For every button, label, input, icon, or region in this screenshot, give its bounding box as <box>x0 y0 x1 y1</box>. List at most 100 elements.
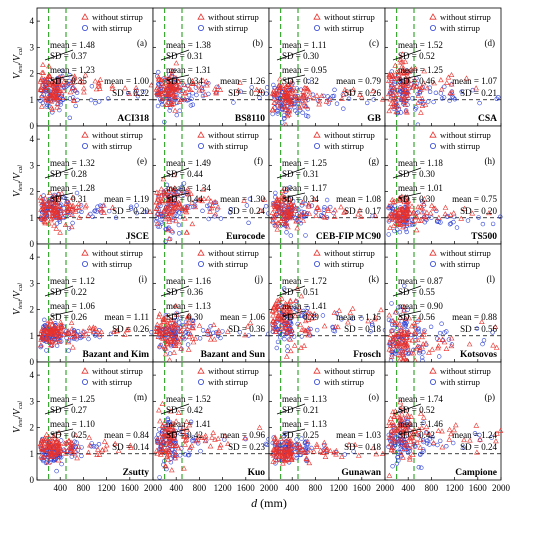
point-without-stirrup <box>161 95 168 101</box>
point-without-stirrup <box>291 93 297 99</box>
point-without-stirrup <box>189 199 195 205</box>
point-without-stirrup <box>64 330 71 336</box>
panel-code-name: Eurocode <box>226 232 265 242</box>
point-without-stirrup <box>283 324 290 330</box>
arrow-without <box>44 49 74 61</box>
point-without-stirrup <box>322 214 328 220</box>
arrow-with <box>166 74 190 81</box>
panel-code-name: Kotsovos <box>460 350 497 360</box>
point-without-stirrup <box>393 89 400 95</box>
stats-with-mean: mean = 1.23 <box>50 65 95 75</box>
point-with-stirrup <box>359 316 364 321</box>
point-without-stirrup <box>426 431 433 437</box>
point-without-stirrup <box>392 75 399 81</box>
point-without-stirrup <box>176 98 183 104</box>
stats-with-mean: mean = 1.46 <box>398 419 443 429</box>
point-without-stirrup <box>224 328 231 334</box>
panel-letter: (p) <box>485 392 496 402</box>
point-without-stirrup <box>306 210 313 216</box>
point-without-stirrup <box>401 406 408 412</box>
point-with-stirrup <box>89 444 94 449</box>
x-tick-label: 2000 <box>144 483 163 493</box>
point-without-stirrup <box>446 426 453 432</box>
point-without-stirrup <box>280 214 286 220</box>
legend-without-marker <box>313 13 321 20</box>
point-without-stirrup <box>50 439 57 445</box>
point-without-stirrup <box>160 176 167 182</box>
point-with-stirrup <box>346 96 352 102</box>
point-without-stirrup <box>284 207 291 213</box>
point-with-stirrup <box>95 204 100 209</box>
point-with-stirrup <box>405 348 411 353</box>
point-without-stirrup <box>161 316 168 322</box>
point-without-stirrup <box>72 431 79 438</box>
point-without-stirrup <box>167 186 174 192</box>
point-without-stirrup <box>287 438 294 444</box>
point-without-stirrup <box>39 92 46 98</box>
point-without-stirrup <box>159 445 165 451</box>
point-without-stirrup <box>159 433 166 439</box>
point-without-stirrup <box>404 69 410 75</box>
panel-code-name: Zsutty <box>123 468 150 478</box>
ylabel-den: V <box>12 407 23 415</box>
point-without-stirrup <box>410 209 417 215</box>
arrow-with <box>166 192 190 199</box>
point-without-stirrup <box>181 82 188 88</box>
point-with-stirrup <box>282 286 287 291</box>
point-without-stirrup <box>270 321 277 328</box>
point-without-stirrup <box>47 217 54 223</box>
point-without-stirrup <box>182 96 188 102</box>
point-without-stirrup <box>286 305 292 311</box>
point-with-stirrup <box>238 89 244 94</box>
stats-without-mean: mean = 1.25 <box>282 158 327 168</box>
panel-code-name: Kuo <box>248 468 266 478</box>
point-without-stirrup <box>389 419 396 425</box>
point-with-stirrup <box>155 224 161 229</box>
scatter-points <box>153 172 271 244</box>
point-without-stirrup <box>109 204 116 210</box>
point-without-stirrup <box>172 331 178 337</box>
point-without-stirrup <box>441 339 448 345</box>
point-with-stirrup <box>401 101 406 106</box>
point-without-stirrup <box>419 344 425 350</box>
point-with-stirrup <box>228 207 234 212</box>
point-without-stirrup <box>56 215 63 221</box>
point-with-stirrup <box>415 327 421 332</box>
point-with-stirrup <box>92 208 98 213</box>
point-without-stirrup <box>156 76 163 82</box>
point-without-stirrup <box>96 83 102 89</box>
point-with-stirrup <box>330 94 335 99</box>
point-without-stirrup <box>164 341 170 347</box>
point-without-stirrup <box>91 328 98 334</box>
point-without-stirrup <box>70 97 77 103</box>
point-with-stirrup <box>322 205 327 210</box>
point-without-stirrup <box>181 433 187 439</box>
point-without-stirrup <box>309 314 315 321</box>
point-without-stirrup <box>165 330 171 336</box>
point-without-stirrup <box>181 465 187 471</box>
point-with-stirrup <box>287 185 293 190</box>
point-with-stirrup <box>283 204 289 209</box>
point-without-stirrup <box>345 319 351 325</box>
legend-with-marker <box>313 24 320 31</box>
legend-with-marker <box>429 378 436 385</box>
point-without-stirrup <box>62 221 69 227</box>
point-without-stirrup <box>281 307 287 313</box>
point-without-stirrup <box>287 441 294 448</box>
point-without-stirrup <box>45 220 52 226</box>
point-without-stirrup <box>167 80 174 86</box>
point-without-stirrup <box>478 318 485 325</box>
point-with-stirrup <box>420 355 425 360</box>
point-with-stirrup <box>404 229 409 235</box>
point-without-stirrup <box>157 323 163 329</box>
point-without-stirrup <box>317 447 324 453</box>
point-without-stirrup <box>189 78 196 84</box>
point-without-stirrup <box>313 212 319 218</box>
point-without-stirrup <box>69 194 76 200</box>
point-with-stirrup <box>498 214 503 220</box>
point-without-stirrup <box>287 314 293 320</box>
